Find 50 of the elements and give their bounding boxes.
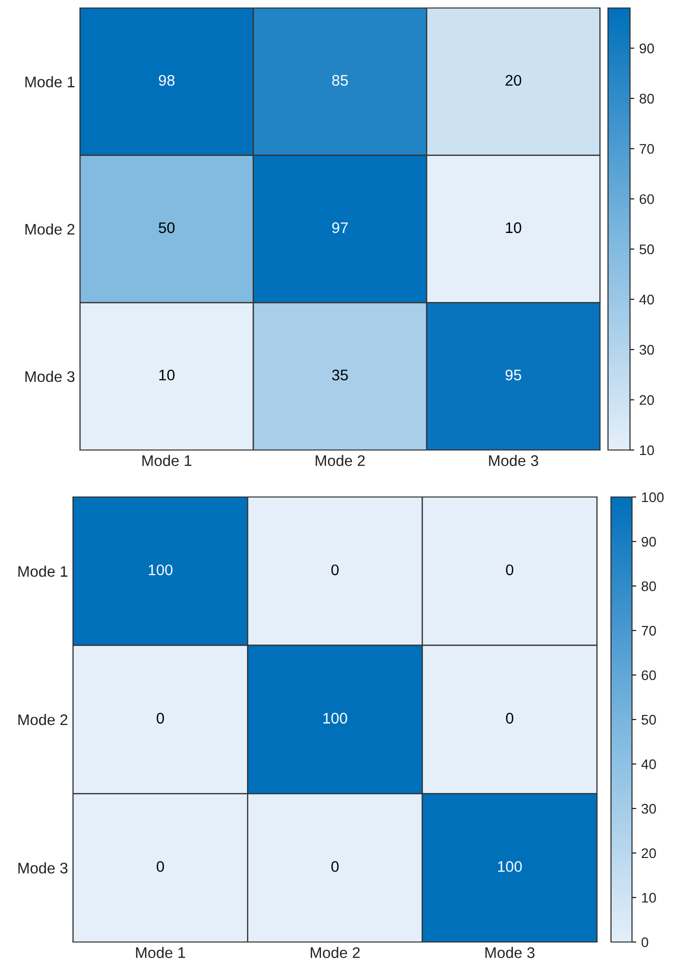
data-label: 0 bbox=[331, 564, 339, 576]
data-label: 100 bbox=[148, 564, 172, 576]
data-label: 10 bbox=[506, 222, 522, 234]
data-label: 95 bbox=[506, 370, 522, 380]
x-tick-label: Mode 3 bbox=[489, 454, 538, 466]
color-bar-label: 10 bbox=[640, 445, 654, 456]
x-tick-label: Mode 2 bbox=[316, 454, 365, 466]
x-tick-label: Mode 3 bbox=[485, 946, 534, 958]
data-label: 20 bbox=[506, 74, 522, 86]
data-label: 0 bbox=[156, 712, 164, 724]
color-bar-label: 100 bbox=[642, 492, 664, 502]
color-bar-label: 30 bbox=[642, 804, 656, 814]
y-tick-label: Mode 3 bbox=[25, 370, 74, 382]
x-tick-label: Mode 2 bbox=[310, 946, 360, 958]
color-bar-label: 70 bbox=[642, 626, 656, 636]
data-label: 97 bbox=[332, 222, 348, 234]
data-label: 0 bbox=[506, 712, 514, 724]
color-bar-label: 50 bbox=[640, 244, 654, 254]
y-tick-label: Mode 1 bbox=[25, 76, 74, 88]
data-label: 35 bbox=[332, 370, 348, 380]
color-bar-label: 60 bbox=[642, 670, 656, 680]
data-label: 0 bbox=[331, 861, 339, 872]
data-label: 100 bbox=[323, 712, 348, 724]
data-label: 85 bbox=[332, 74, 348, 86]
color-bar-label: 90 bbox=[642, 536, 656, 547]
y-tick-label: Mode 2 bbox=[25, 223, 74, 235]
data-label: 0 bbox=[156, 861, 164, 872]
y-tick-label: Mode 3 bbox=[18, 862, 68, 874]
color-bar-label: 20 bbox=[640, 395, 654, 405]
color-bar-label: 40 bbox=[641, 759, 656, 770]
color-bar-label: 0 bbox=[642, 937, 648, 948]
color-bar-label: 10 bbox=[642, 892, 656, 903]
y-tick-label: Mode 2 bbox=[18, 714, 68, 726]
data-label: 0 bbox=[506, 564, 514, 576]
color-bar-label: 20 bbox=[642, 848, 656, 858]
color-bar-label: 80 bbox=[642, 581, 656, 592]
color-bar-label: 90 bbox=[640, 44, 654, 54]
color-bar-label: 70 bbox=[640, 144, 654, 154]
color-bar-label: 30 bbox=[640, 344, 654, 355]
x-tick-label: Mode 1 bbox=[136, 946, 186, 958]
color-bar-label: 50 bbox=[642, 714, 656, 725]
data-label: 98 bbox=[158, 74, 174, 86]
data-label: 50 bbox=[158, 222, 175, 234]
color-bar-label: 60 bbox=[640, 194, 654, 204]
x-tick-label: Mode 1 bbox=[142, 454, 192, 466]
data-label: 10 bbox=[159, 370, 175, 380]
color-bar-label: 80 bbox=[640, 94, 654, 104]
data-label: 100 bbox=[498, 861, 522, 872]
color-bar-label: 40 bbox=[639, 294, 654, 304]
y-tick-label: Mode 1 bbox=[18, 566, 68, 577]
